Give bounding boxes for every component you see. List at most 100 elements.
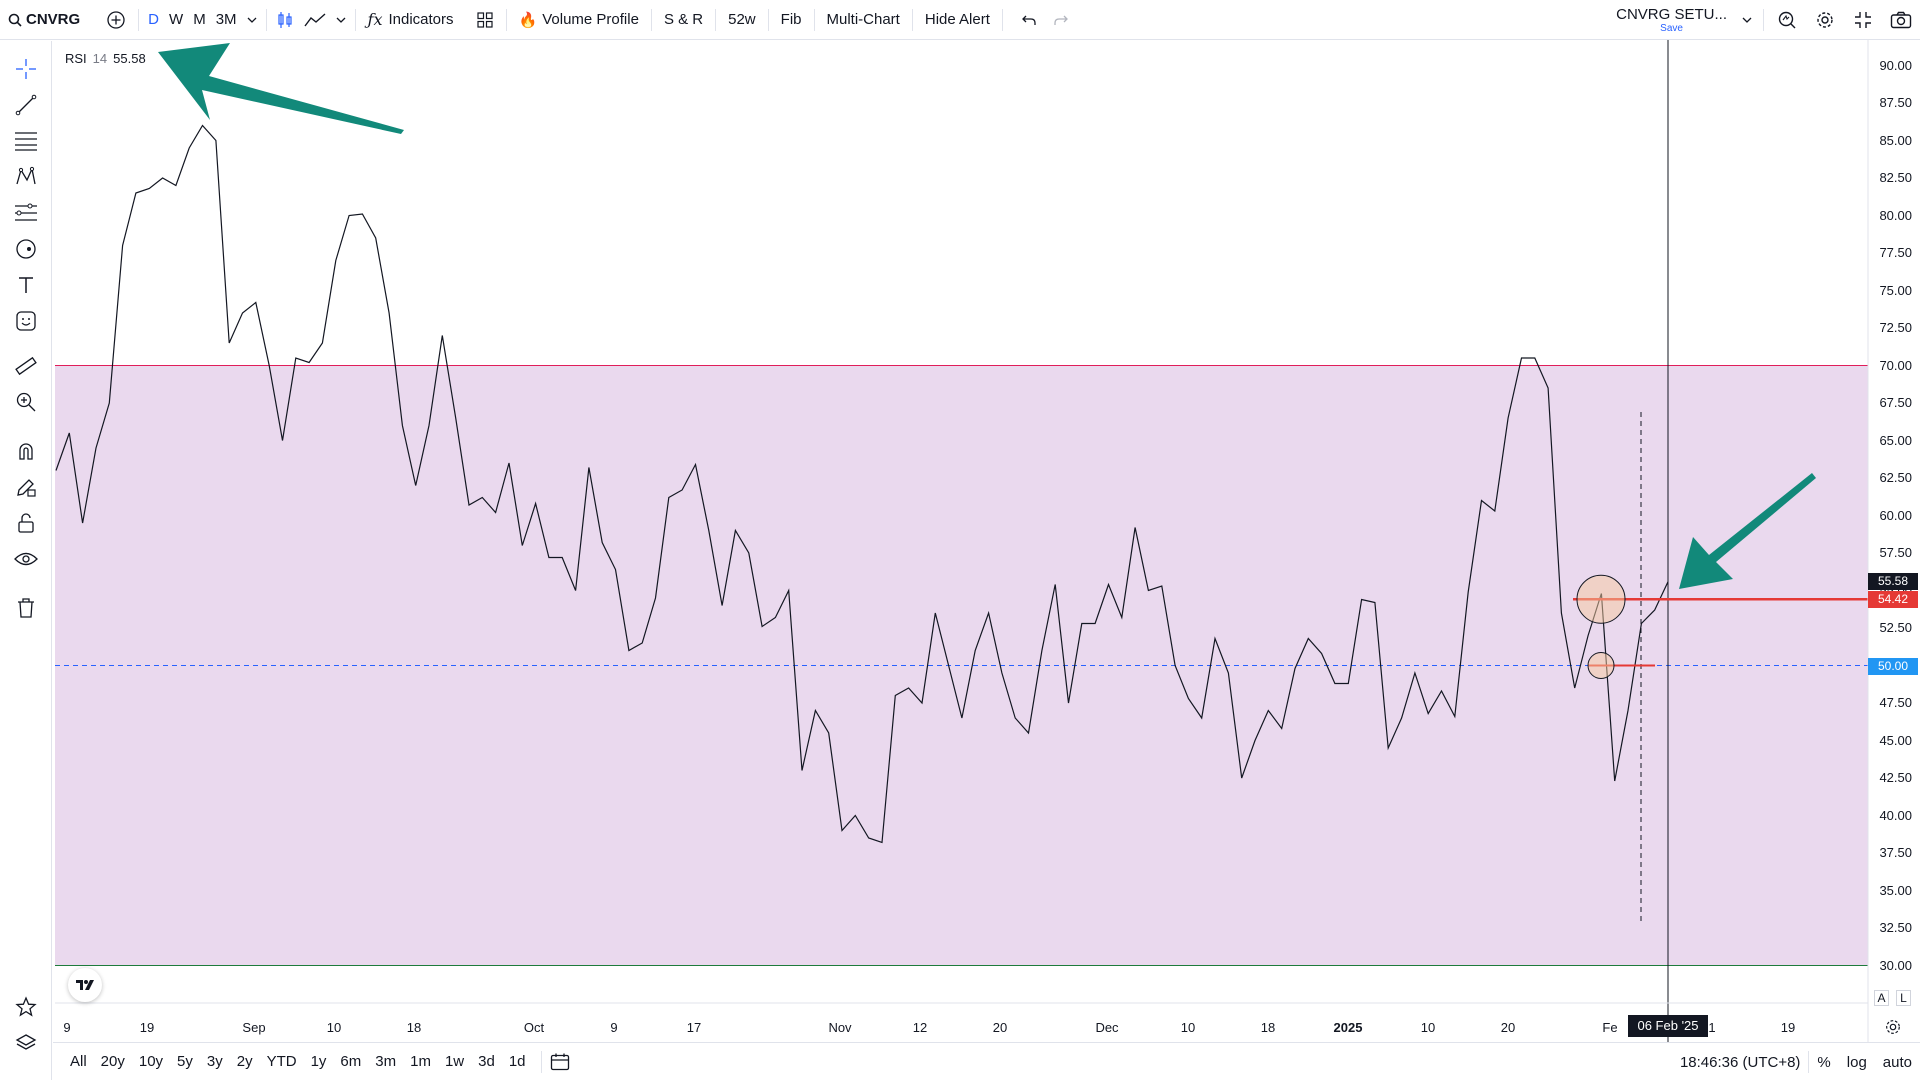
time-tick-label: Dec	[1095, 1020, 1119, 1035]
interval-dropdown[interactable]	[242, 0, 262, 40]
range-button[interactable]: 1m	[410, 1053, 431, 1070]
compare-symbol-button[interactable]	[98, 0, 134, 40]
time-tick-label: Nov	[828, 1020, 852, 1035]
range-button[interactable]: 20y	[100, 1053, 125, 1070]
layout-name: CNVRG SETU...	[1616, 5, 1727, 23]
icons-tool[interactable]	[10, 305, 42, 337]
fib-button[interactable]: Fib	[773, 0, 810, 40]
magnet-icon	[19, 443, 33, 460]
interval-w[interactable]: W	[164, 0, 188, 40]
log-scale-toggle[interactable]: L	[1896, 990, 1911, 1006]
candles-button[interactable]	[271, 0, 299, 40]
top-toolbar: CNVRG D W M 3M ƒx Indicators 🔥 Volume Pr…	[0, 0, 1920, 40]
52w-button[interactable]: 52w	[720, 0, 764, 40]
layout-dropdown[interactable]	[1735, 0, 1759, 40]
auto-scale-toggle[interactable]: A	[1874, 990, 1889, 1006]
pencil-lock-icon	[17, 479, 36, 497]
hide-alert-button[interactable]: Hide Alert	[917, 0, 998, 40]
price-tick-label: 72.50	[1879, 320, 1912, 335]
templates-button[interactable]	[468, 0, 502, 40]
snapshot-button[interactable]	[1882, 0, 1920, 40]
goto-date-button[interactable]	[550, 1053, 570, 1071]
watchlist-tool[interactable]	[10, 991, 42, 1023]
time-tick-label: 10	[1420, 1020, 1436, 1035]
trend-line-tool[interactable]	[10, 89, 42, 121]
legend-value: 55.58	[113, 51, 146, 66]
interval-m[interactable]: M	[188, 0, 211, 40]
range-button[interactable]: 5y	[177, 1053, 193, 1070]
pattern-tool[interactable]	[10, 161, 42, 193]
interval-w-label: W	[169, 11, 184, 28]
quick-search-button[interactable]	[1768, 0, 1806, 40]
time-tick-label: 1	[1708, 1020, 1716, 1035]
rsi-series-line	[55, 124, 1669, 844]
undo-button[interactable]	[1013, 0, 1045, 40]
undo-icon	[1021, 15, 1036, 25]
range-button[interactable]: 3d	[478, 1053, 495, 1070]
time-tick-label: Oct	[523, 1020, 545, 1035]
tradingview-logo[interactable]	[68, 968, 102, 1002]
hide-drawings-tool[interactable]	[10, 543, 42, 575]
range-button[interactable]: 3m	[375, 1053, 397, 1070]
line-chart-button[interactable]	[299, 0, 331, 40]
axis-settings-button[interactable]	[1884, 1018, 1902, 1041]
range-button[interactable]: 1d	[508, 1053, 526, 1070]
separator	[265, 8, 267, 31]
separator	[650, 8, 652, 31]
range-button[interactable]: YTD	[266, 1053, 297, 1070]
multichart-label: Multi-Chart	[826, 11, 900, 28]
range-button[interactable]: 1w	[444, 1053, 465, 1070]
range-button[interactable]: 3y	[206, 1053, 223, 1070]
lock-drawings-tool[interactable]	[10, 507, 42, 539]
layout-name-button[interactable]: CNVRG SETU... Save	[1616, 7, 1727, 34]
range-button[interactable]: 6m	[340, 1053, 362, 1070]
remove-drawings-tool[interactable]	[10, 592, 42, 624]
range-button[interactable]: 2y	[236, 1053, 253, 1070]
interval-d[interactable]: D	[143, 0, 164, 40]
time-tick-label: 9	[610, 1020, 618, 1035]
percent-scale-button[interactable]: %	[1817, 1053, 1831, 1071]
separator	[715, 8, 717, 31]
sticker-icon	[16, 311, 36, 331]
indicator-legend[interactable]: RSI 14 55.58	[65, 51, 146, 66]
multichart-button[interactable]: Multi-Chart	[819, 0, 908, 40]
indicators-button[interactable]: ƒx Indicators	[360, 0, 462, 40]
text-icon	[19, 277, 33, 293]
crosshair-tool[interactable]	[10, 53, 42, 85]
fullscreen-button[interactable]	[1844, 0, 1882, 40]
log-scale-button[interactable]: log	[1846, 1053, 1867, 1071]
time-tick-label: 9	[63, 1020, 71, 1035]
magnet-tool[interactable]	[10, 435, 42, 467]
range-button[interactable]: All	[70, 1053, 87, 1070]
object-tree-tool[interactable]	[10, 1027, 42, 1059]
sr-button[interactable]: S & R	[656, 0, 711, 40]
keep-drawing-tool[interactable]	[10, 471, 42, 503]
auto-scale-button[interactable]: auto	[1882, 1053, 1912, 1071]
ruler-icon	[15, 356, 37, 376]
redo-button[interactable]	[1045, 0, 1077, 40]
geometric-shapes-tool[interactable]	[10, 233, 42, 265]
zoom-in-icon	[16, 392, 36, 412]
text-tool[interactable]	[10, 269, 42, 301]
measure-tool[interactable]	[10, 350, 42, 382]
grid-icon	[476, 11, 493, 28]
toggle-l-label: L	[1900, 991, 1907, 1005]
range-button[interactable]: 10y	[138, 1053, 164, 1070]
price-tick-label: 32.50	[1879, 920, 1912, 935]
time-tick-label: 19	[1780, 1020, 1796, 1035]
crosshair-date-label: 06 Feb '25	[1628, 1015, 1708, 1037]
interval-3m[interactable]: 3M	[211, 0, 242, 40]
settings-button[interactable]	[1806, 0, 1844, 40]
chart-type-dropdown[interactable]	[331, 0, 351, 40]
range-button[interactable]: 1y	[310, 1053, 327, 1070]
volume-profile-button[interactable]: 🔥 Volume Profile	[511, 0, 647, 40]
zoom-tool[interactable]	[10, 386, 42, 418]
fib-tool[interactable]	[10, 125, 42, 157]
prediction-tool[interactable]	[10, 197, 42, 229]
tv-logo-icon	[76, 980, 94, 990]
symbol-search[interactable]: CNVRG	[0, 0, 88, 40]
drawing-toolbar	[0, 41, 52, 1080]
clock[interactable]: 18:46:36 (UTC+8)	[1679, 1053, 1801, 1071]
price-tick-label: 65.00	[1879, 432, 1912, 448]
